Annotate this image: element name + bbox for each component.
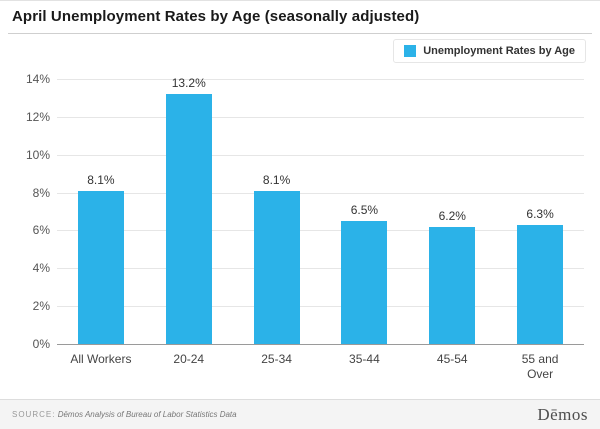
gridline <box>57 154 584 156</box>
bar <box>517 224 564 344</box>
bar-value-label: 8.1% <box>262 172 291 187</box>
y-tick-label: 14% <box>25 72 50 86</box>
legend: Unemployment Rates by Age <box>393 39 586 63</box>
title-divider <box>8 33 592 34</box>
x-tick-label: 25-34 <box>261 352 292 366</box>
x-axis-line <box>57 344 584 345</box>
legend-swatch-icon <box>404 45 417 57</box>
source-note: SOURCE: Dēmos Analysis of Bureau of Labo… <box>12 410 237 419</box>
bar-value-label: 8.1% <box>87 172 115 187</box>
y-tick-label: 4% <box>32 261 50 276</box>
source-text: Dēmos Analysis of Bureau of Labor Statis… <box>57 410 237 419</box>
chart-title: April Unemployment Rates by Age (seasona… <box>12 8 420 25</box>
bar <box>165 94 212 344</box>
bar <box>341 220 388 344</box>
y-tick-label: 6% <box>32 223 50 238</box>
x-tick-label: 20-24 <box>173 352 205 366</box>
y-tick-label: 10% <box>25 147 50 162</box>
x-tick-label: All Workers <box>70 352 132 366</box>
gridline <box>57 306 584 308</box>
y-tick-label: 12% <box>25 109 50 124</box>
demos-logo: Dēmos <box>537 404 588 424</box>
y-tick-label: 8% <box>32 185 50 200</box>
gridline <box>57 230 584 232</box>
gridline <box>57 268 584 270</box>
gridline <box>57 116 584 118</box>
x-tick-label: 45-54 <box>436 352 468 366</box>
source-prefix: SOURCE: <box>12 410 56 419</box>
x-tick-label: 55 and Over <box>521 352 559 381</box>
bar-value-label: 6.2% <box>438 208 466 223</box>
y-tick-label: 0% <box>32 337 50 351</box>
x-tick-label: 35-44 <box>349 352 380 366</box>
bar-value-label: 6.5% <box>350 202 379 217</box>
legend-label: Unemployment Rates by Age <box>423 45 575 57</box>
bar <box>253 190 300 344</box>
y-tick-label: 2% <box>32 299 50 314</box>
bar-value-label: 6.3% <box>526 206 554 221</box>
bar <box>77 190 124 344</box>
gridline <box>57 79 584 80</box>
bar <box>429 226 476 344</box>
footer: SOURCE: Dēmos Analysis of Bureau of Labo… <box>0 399 600 429</box>
gridline <box>57 192 584 194</box>
bar-value-label: 13.2% <box>171 76 206 91</box>
